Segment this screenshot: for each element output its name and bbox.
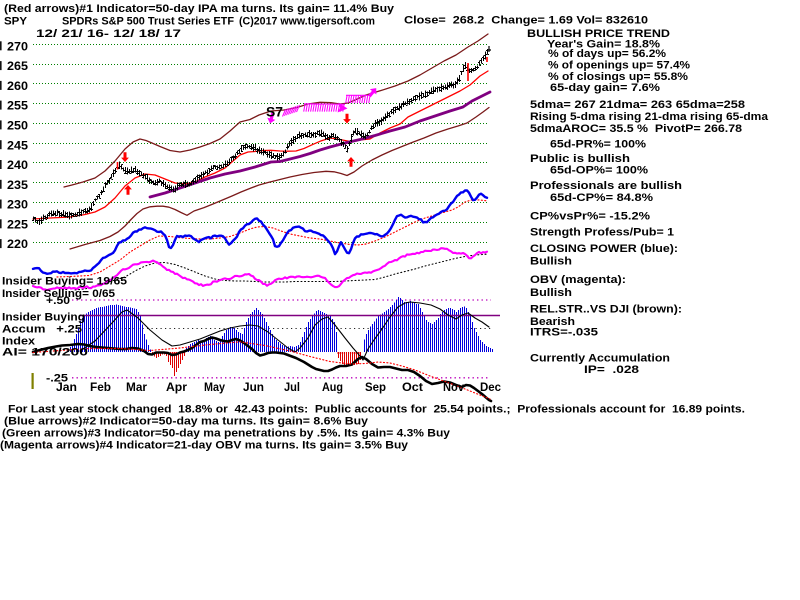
svg-text:May: May xyxy=(204,380,225,394)
svg-text:Bullish: Bullish xyxy=(530,287,572,299)
svg-text:Apr: Apr xyxy=(166,380,187,394)
svg-text:REL.STR..VS DJI (brown):: REL.STR..VS DJI (brown): xyxy=(530,304,682,316)
svg-text:(Blue arrows)#2 Indicator=50-d: (Blue arrows)#2 Indicator=50-day ma turn… xyxy=(4,416,369,428)
svg-text:% of closings up= 55.8%: % of closings up= 55.8% xyxy=(548,71,688,83)
svg-text:BULLISH PRICE TREND: BULLISH PRICE TREND xyxy=(527,28,670,40)
svg-text:235: 235 xyxy=(7,178,28,192)
svg-text:Bearish: Bearish xyxy=(530,316,575,328)
svg-text:Jan: Jan xyxy=(56,380,77,394)
svg-text:Aug: Aug xyxy=(322,380,343,394)
svg-text:65d-OP%= 100%: 65d-OP%= 100% xyxy=(550,165,648,177)
svg-text:IP= .028: IP= .028 xyxy=(584,364,639,376)
svg-text:Index: Index xyxy=(2,336,36,348)
svg-text:+.50: +.50 xyxy=(46,295,70,307)
svg-text:Nov: Nov xyxy=(443,380,464,394)
svg-text:255: 255 xyxy=(7,99,28,113)
svg-text:Mar: Mar xyxy=(126,380,147,394)
svg-text:Jul: Jul xyxy=(284,380,300,394)
svg-text:(Green arrows)#3 Indicator=50-: (Green arrows)#3 Indicator=50-day ma pen… xyxy=(2,428,451,440)
svg-text:220: 220 xyxy=(7,237,28,251)
svg-text:Feb: Feb xyxy=(90,380,111,394)
svg-text:Jun: Jun xyxy=(243,380,264,394)
svg-text:225: 225 xyxy=(7,217,28,231)
svg-text:Insider Buying= 19/65: Insider Buying= 19/65 xyxy=(2,276,127,288)
svg-text:Insider Selling= 0/65: Insider Selling= 0/65 xyxy=(2,288,115,300)
svg-text:CP%vsPr%= -15.2%: CP%vsPr%= -15.2% xyxy=(530,211,650,223)
svg-text:OBV (magenta):: OBV (magenta): xyxy=(530,274,626,286)
svg-text:% of days up= 56.2%: % of days up= 56.2% xyxy=(548,48,666,60)
svg-text:5dma= 267 21dma= 263 65dma=258: 5dma= 267 21dma= 263 65dma=258 xyxy=(530,99,745,111)
svg-text:65d-CP%= 84.8%: 65d-CP%= 84.8% xyxy=(550,192,653,204)
svg-text:-.25: -.25 xyxy=(46,373,68,385)
svg-text:240: 240 xyxy=(7,158,28,172)
svg-text:(Red arrows)#1 Indicator=50-da: (Red arrows)#1 Indicator=50-day IPA ma t… xyxy=(4,3,395,15)
svg-text:12/ 21/ 16- 12/ 18/ 17: 12/ 21/ 16- 12/ 18/ 17 xyxy=(36,28,181,40)
svg-text:Year's Gain= 18.8%: Year's Gain= 18.8% xyxy=(547,39,660,51)
svg-text:(Magenta arrows)#4 Indicator=2: (Magenta arrows)#4 Indicator=21-day OBV … xyxy=(0,440,409,452)
svg-text:Bullish: Bullish xyxy=(530,256,572,268)
svg-text:Dec: Dec xyxy=(480,380,501,394)
svg-text:230: 230 xyxy=(7,198,28,212)
svg-text:Accum +.25: Accum +.25 xyxy=(2,324,82,336)
svg-text:Insider Buying: Insider Buying xyxy=(2,312,85,324)
svg-text:Strength Profess/Pub= 1: Strength Profess/Pub= 1 xyxy=(530,227,674,239)
svg-text:Professionals are bullish: Professionals are bullish xyxy=(530,180,682,192)
svg-text:% of openings up= 57.4%: % of openings up= 57.4% xyxy=(548,60,690,72)
svg-text:SPDRs S&P 500 Trust Series ETF: SPDRs S&P 500 Trust Series ETF xyxy=(62,15,234,27)
svg-text:AI= 170/200: AI= 170/200 xyxy=(2,347,88,359)
svg-text:Currently Accumulation: Currently Accumulation xyxy=(530,353,670,365)
svg-text:65d-PR%= 100%: 65d-PR%= 100% xyxy=(550,139,646,151)
svg-text:270: 270 xyxy=(7,39,28,53)
svg-text:260: 260 xyxy=(7,79,28,93)
svg-text:SPY: SPY xyxy=(4,15,28,27)
svg-text:Public is bullish: Public is bullish xyxy=(530,153,630,165)
svg-text:5dmaAROC= 35.5 % PivotP= 266.: 5dmaAROC= 35.5 % PivotP= 266.78 xyxy=(530,123,742,135)
svg-text:S7: S7 xyxy=(266,104,283,120)
svg-text:ITRS=-.035: ITRS=-.035 xyxy=(530,327,598,339)
svg-text:(C)2017 www.tigersoft.com: (C)2017 www.tigersoft.com xyxy=(239,15,375,27)
svg-text:245: 245 xyxy=(7,138,28,152)
svg-text:Rising 5-dma rising 21-dma ris: Rising 5-dma rising 21-dma rising 65-dma xyxy=(530,111,769,123)
svg-text:Oct: Oct xyxy=(402,380,423,394)
svg-text:Sep: Sep xyxy=(365,380,386,394)
svg-text:250: 250 xyxy=(7,119,28,133)
svg-text:265: 265 xyxy=(7,59,28,73)
svg-text:Close= 268.2 Change= 1.69 Vo: Close= 268.2 Change= 1.69 Vol= 832610 xyxy=(404,15,648,27)
svg-text:65-day gain= 7.6%: 65-day gain= 7.6% xyxy=(550,82,660,94)
svg-text:CLOSING POWER (blue):: CLOSING POWER (blue): xyxy=(530,243,678,255)
svg-text:For Last year stock changed 1: For Last year stock changed 18.8% or 42.… xyxy=(8,404,745,416)
